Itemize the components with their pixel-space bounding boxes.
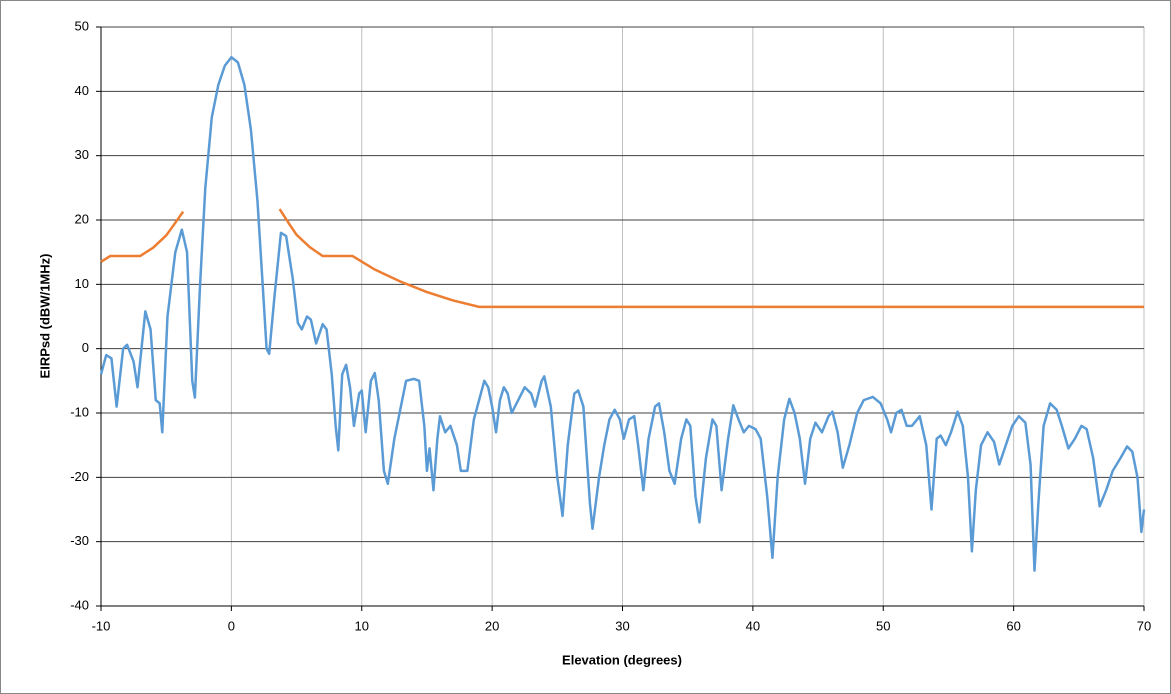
x-tick-label: 0 [228,618,235,633]
y-tick-label: 40 [75,83,89,98]
y-tick-label: -10 [70,404,89,419]
x-tick-label: 10 [355,618,369,633]
y-tick-label: -20 [70,469,89,484]
x-tick-label: -10 [92,618,111,633]
x-tick-label: 70 [1137,618,1151,633]
data-line [99,55,1146,572]
y-tick-label: 50 [75,18,89,33]
y-tick-label: 0 [82,340,89,355]
x-tick-label: 60 [1006,618,1020,633]
y-tick-label: 10 [75,276,89,291]
y-tick-label: -30 [70,533,89,548]
y-axis-label: EIRPsd (dBW/1MHz) [37,254,52,379]
x-tick-label: 20 [485,618,499,633]
x-axis-label: Elevation (degrees) [562,652,682,667]
y-tick-label: 30 [75,147,89,162]
y-tick-label: -40 [70,597,89,612]
x-tick-label: 50 [876,618,890,633]
y-tick-label: 20 [75,211,89,226]
data-line [100,208,1144,309]
x-tick-label: 30 [615,618,629,633]
x-tick-label: 40 [746,618,760,633]
